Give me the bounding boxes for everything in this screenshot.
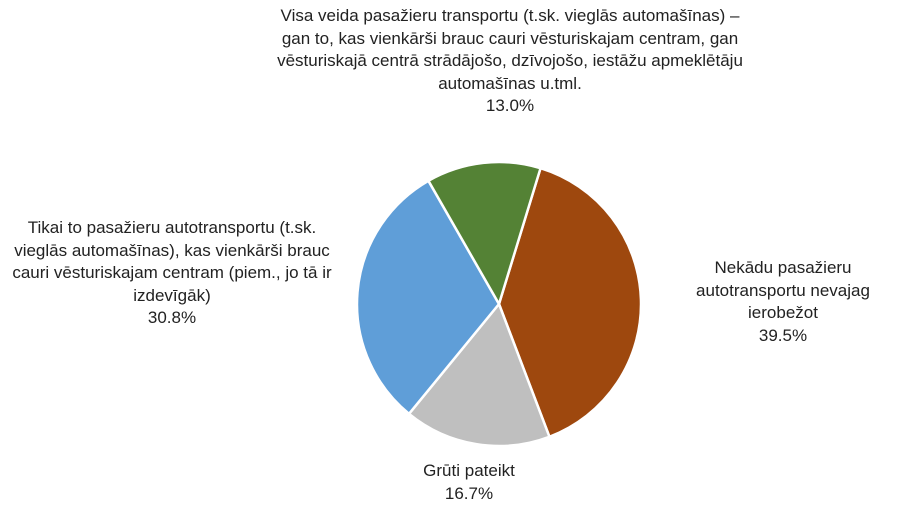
category-label: Visa veida pasažieru transportu (t.sk. v…	[277, 6, 743, 93]
pie-slice	[407, 301, 552, 448]
category-label: Grūti pateikt	[423, 461, 515, 480]
value-label: 39.5%	[758, 325, 808, 345]
slice-label: Tikai to pasažieru autotransportu (t.sk.…	[4, 217, 340, 330]
pie-slice	[497, 166, 643, 439]
category-label: Tikai to pasažieru autotransportu (t.sk.…	[12, 218, 332, 305]
value-label: 13.0%	[485, 96, 535, 115]
slice-label: Nekādu pasažieru autotransportu nevajag …	[680, 257, 886, 347]
pie-slice	[426, 160, 543, 308]
value-label: 16.7%	[444, 483, 494, 503]
slice-label: Grūti pateikt 16.7%	[369, 460, 569, 505]
slice-label: Visa veida pasažieru transportu (t.sk. v…	[272, 5, 748, 118]
value-label: 30.8%	[147, 308, 197, 327]
category-label: Nekādu pasažieru autotransportu nevajag …	[696, 258, 870, 322]
pie-slice	[355, 179, 501, 416]
